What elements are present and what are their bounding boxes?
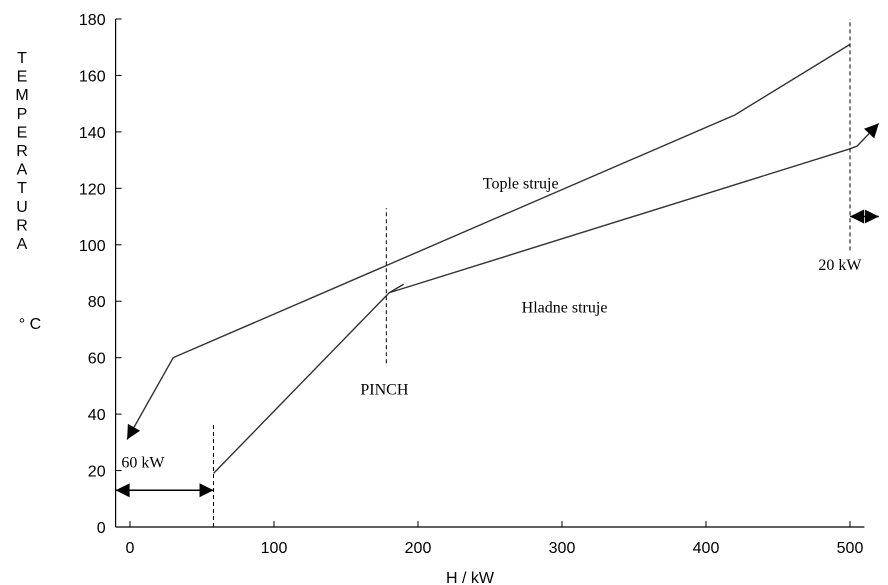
y-axis-label-letter: A	[17, 162, 28, 179]
y-tick-label: 40	[88, 407, 106, 424]
y-axis-label-letter: A	[17, 236, 28, 253]
y-tick-label: 160	[79, 68, 106, 85]
y-axis-label-letter: U	[16, 199, 28, 216]
y-axis-label-letter: M	[15, 87, 28, 104]
x-tick-label: 200	[405, 540, 432, 557]
annotation-text: 60 kW	[121, 455, 165, 472]
axes: 0 20 40 60 80 100 120 140 160 180 0 100 200 300 400 500	[79, 12, 865, 557]
x-tick-label: 400	[693, 540, 720, 557]
x-tick-label: 300	[549, 540, 576, 557]
y-axis-unit: ° C	[19, 316, 41, 333]
y-tick-label: 80	[88, 294, 106, 311]
cold-stream-arrowhead	[864, 123, 879, 139]
y-tick-label: 20	[88, 464, 106, 481]
x-tick-label: 100	[261, 540, 288, 557]
series-group	[115, 43, 880, 498]
y-axis-label-letter: E	[17, 124, 28, 141]
x-tick-label: 0	[126, 540, 135, 557]
y-tick-label: 180	[79, 12, 106, 29]
y-axis-label-letter: T	[17, 180, 27, 197]
x-axis-label: H / kW	[446, 570, 495, 585]
annotations-group: Tople struje Hladne struje PINCH 60 kW 20 kW	[115, 19, 879, 527]
y-tick-label: 100	[79, 238, 106, 255]
annotation-text: Tople struje	[483, 175, 559, 192]
y-axis-label-letter: R	[16, 217, 28, 234]
y-tick-label: 0	[97, 520, 106, 537]
annotation-text: 20 kW	[818, 257, 862, 274]
series-line-1	[126, 43, 851, 440]
annotation-text: PINCH	[360, 381, 408, 398]
y-axis-label-letter: T	[17, 50, 27, 67]
series-line-2	[213, 122, 880, 474]
y-axis-label-letter: R	[16, 143, 28, 160]
annotation-text: Hladne struje	[522, 300, 608, 317]
y-tick-label: 140	[79, 125, 106, 142]
y-tick-label: 60	[88, 351, 106, 368]
x-tick-label: 500	[837, 540, 864, 557]
y-axis-label-letter: P	[17, 106, 28, 123]
y-tick-label: 120	[79, 181, 106, 198]
y-axis-label-letter: E	[17, 69, 28, 86]
hot-stream-arrowhead	[127, 423, 141, 440]
